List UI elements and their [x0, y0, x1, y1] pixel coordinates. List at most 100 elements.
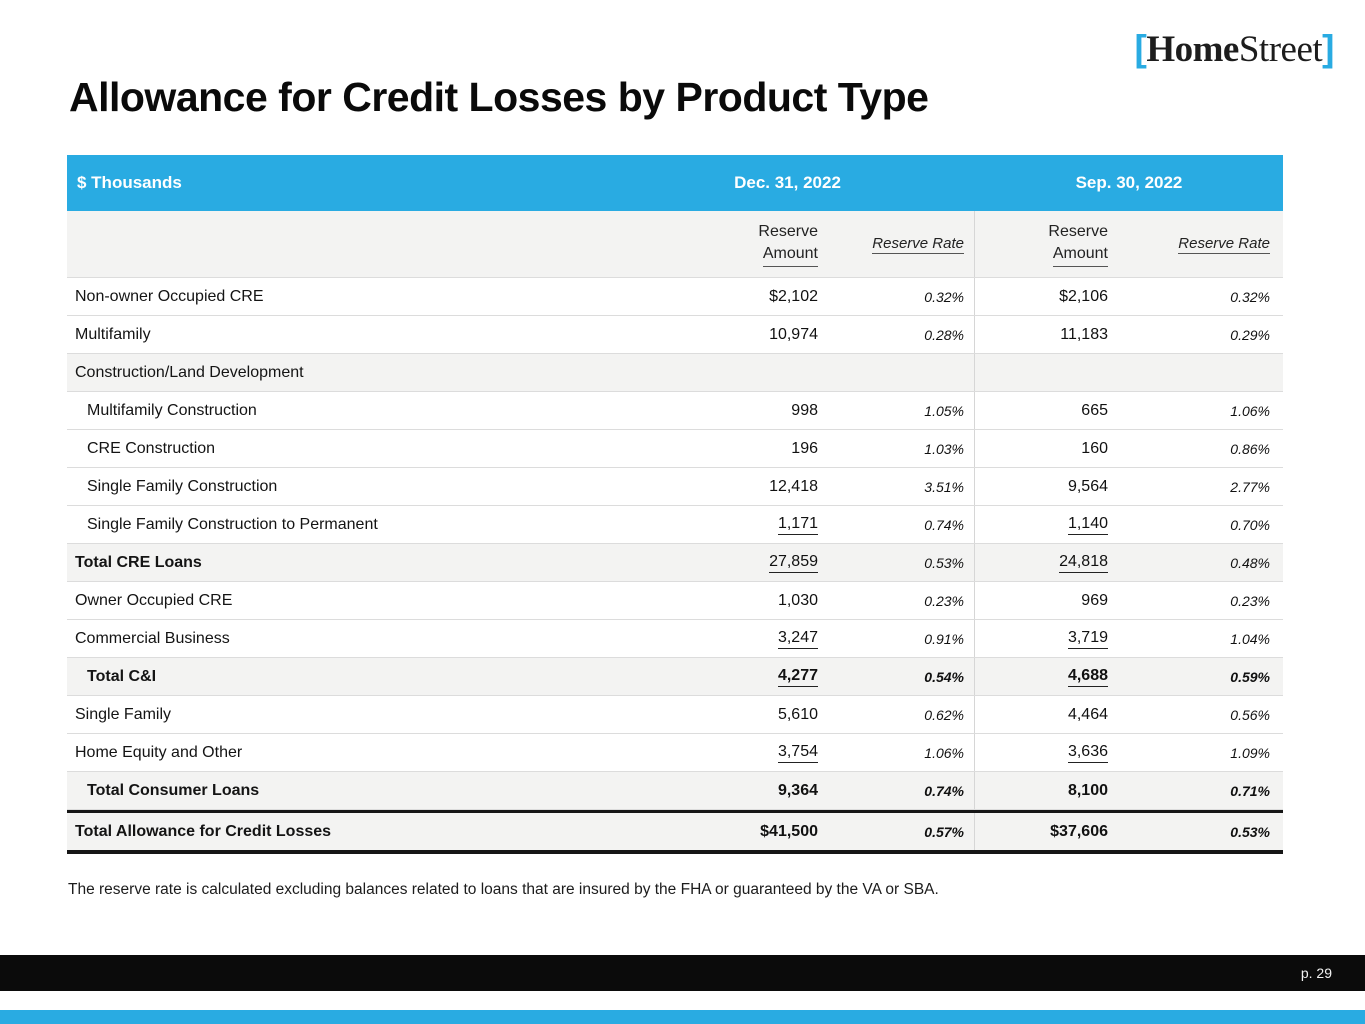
footer-accent-bar — [0, 1010, 1365, 1024]
sep-reserve-rate: 0.48% — [1230, 554, 1270, 571]
sep-reserve-rate: 0.86% — [1230, 440, 1270, 457]
sep-reserve-rate: 0.56% — [1230, 706, 1270, 723]
dec-reserve-rate: 0.54% — [818, 658, 975, 695]
table-row-grand-total: Total Allowance for Credit Losses $41,50… — [67, 810, 1283, 854]
table-row: Multifamily 10,974 0.28% 11,183 0.29% — [67, 316, 1283, 354]
dec-reserve-amount — [600, 354, 818, 391]
dec-reserve-rate: 0.23% — [818, 582, 975, 619]
dec-reserve-rate: 0.91% — [818, 620, 975, 657]
table-row: Non-owner Occupied CRE $2,102 0.32% $2,1… — [67, 278, 1283, 316]
sep-reserve-rate: 1.09% — [1230, 744, 1270, 761]
sep-reserve-rate: 0.59% — [1230, 668, 1270, 685]
footer-bar: p. 29 — [0, 955, 1365, 991]
dec-reserve-amount: 5,610 — [777, 705, 818, 723]
logo-text-home: Home — [1146, 29, 1239, 70]
sep-reserve-rate: 0.23% — [1230, 592, 1270, 609]
dec-reserve-amount: 3,247 — [600, 620, 818, 657]
dec-reserve-rate: 0.74% — [818, 772, 975, 809]
dec-reserve-amount: $41,500 — [760, 822, 818, 840]
sep-reserve-rate: 2.77% — [1230, 478, 1270, 495]
dec-reserve-rate-header: Reserve Rate — [818, 211, 975, 277]
sep-reserve-amount: 665 — [1081, 401, 1108, 419]
table-row: Owner Occupied CRE 1,030 0.23% 969 0.23% — [67, 582, 1283, 620]
dec-reserve-amount: 3,754 — [600, 734, 818, 771]
dec-reserve-rate — [818, 354, 975, 391]
dec-reserve-amount: 27,859 — [600, 544, 818, 581]
logo-text-street: Street — [1238, 29, 1323, 70]
sep-reserve-rate-header: Reserve Rate — [1178, 234, 1270, 254]
dec-reserve-amount: $2,102 — [769, 287, 818, 305]
sep-reserve-amount: 160 — [1081, 439, 1108, 457]
row-label: Owner Occupied CRE — [75, 591, 233, 609]
table-header: $ Thousands Dec. 31, 2022 Sep. 30, 2022 — [67, 155, 1283, 211]
table-row: Single Family 5,610 0.62% 4,464 0.56% — [67, 696, 1283, 734]
sep-reserve-amount-header: Reserve Amount — [975, 211, 1108, 277]
row-label: Total C&I — [87, 667, 157, 685]
sep-reserve-amount: 1,140 — [975, 506, 1108, 543]
dec-reserve-rate: 1.06% — [818, 734, 975, 771]
unit-label: $ Thousands — [77, 173, 182, 192]
sep-reserve-amount: 9,564 — [1067, 477, 1108, 495]
sep-reserve-rate: 0.32% — [1230, 288, 1270, 305]
dec-reserve-amount: 1,030 — [777, 591, 818, 609]
dec-reserve-rate: 1.05% — [818, 392, 975, 429]
dec-reserve-amount: 998 — [791, 401, 818, 419]
sep-reserve-amount — [975, 354, 1108, 391]
dec-reserve-amount: 4,277 — [600, 658, 818, 695]
dec-reserve-rate: 0.57% — [818, 813, 975, 850]
row-label: Commercial Business — [75, 629, 230, 647]
row-label: Multifamily Construction — [87, 401, 257, 419]
dec-reserve-rate: 0.32% — [818, 278, 975, 315]
table-row: Commercial Business 3,247 0.91% 3,719 1.… — [67, 620, 1283, 658]
homestreet-logo: [HomeStreet] — [1135, 28, 1335, 71]
table-row: Single Family Construction to Permanent … — [67, 506, 1283, 544]
dec-reserve-rate: 0.28% — [818, 316, 975, 353]
dec-reserve-rate: 0.62% — [818, 696, 975, 733]
sep-reserve-rate: 0.53% — [1230, 823, 1270, 840]
table-row: CRE Construction 196 1.03% 160 0.86% — [67, 430, 1283, 468]
sep-reserve-rate: 1.04% — [1230, 630, 1270, 647]
row-label: Single Family Construction to Permanent — [87, 515, 378, 533]
sep-reserve-rate — [1108, 354, 1283, 391]
period-sep-2022: Sep. 30, 2022 — [1075, 173, 1183, 192]
dec-reserve-rate: 0.53% — [818, 544, 975, 581]
table-subheader: Reserve Amount Reserve Rate Reserve Amou… — [67, 211, 1283, 278]
sep-reserve-amount: 3,719 — [975, 620, 1108, 657]
table-row-total: Total Consumer Loans 9,364 0.74% 8,100 0… — [67, 772, 1283, 810]
dec-reserve-amount: 1,171 — [600, 506, 818, 543]
row-label: Total Consumer Loans — [87, 781, 260, 799]
row-label: Single Family Construction — [87, 477, 278, 495]
row-label: Non-owner Occupied CRE — [75, 287, 264, 305]
credit-losses-table: $ Thousands Dec. 31, 2022 Sep. 30, 2022 … — [67, 155, 1283, 854]
sep-reserve-amount: 4,464 — [1067, 705, 1108, 723]
dec-reserve-amount: 12,418 — [769, 477, 818, 495]
page-title: Allowance for Credit Losses by Product T… — [69, 74, 929, 120]
row-label: Total Allowance for Credit Losses — [75, 822, 332, 840]
sep-reserve-amount: $37,606 — [1050, 822, 1108, 840]
sep-reserve-amount: 4,688 — [975, 658, 1108, 695]
sep-reserve-amount: $2,106 — [1059, 287, 1108, 305]
dec-reserve-amount: 10,974 — [769, 325, 818, 343]
sep-reserve-rate: 0.70% — [1230, 516, 1270, 533]
row-label: Multifamily — [75, 325, 151, 343]
table-row-total: Total C&I 4,277 0.54% 4,688 0.59% — [67, 658, 1283, 696]
dec-reserve-amount: 196 — [791, 439, 818, 457]
row-label: Total CRE Loans — [75, 553, 202, 571]
logo-open-bracket-icon: [ — [1134, 28, 1147, 69]
row-label: CRE Construction — [87, 439, 216, 457]
row-label: Home Equity and Other — [75, 743, 243, 761]
logo-close-bracket-icon: ] — [1322, 28, 1334, 69]
sep-reserve-amount: 11,183 — [1060, 325, 1108, 343]
sep-reserve-amount: 3,636 — [975, 734, 1108, 771]
footnote: The reserve rate is calculated excluding… — [68, 881, 939, 898]
dec-reserve-amount: 9,364 — [777, 781, 818, 799]
table-row: Single Family Construction 12,418 3.51% … — [67, 468, 1283, 506]
dec-reserve-amount-header: Reserve Amount — [600, 211, 818, 277]
row-label: Construction/Land Development — [75, 363, 304, 381]
sep-reserve-amount: 8,100 — [1067, 781, 1108, 799]
subheader-spacer — [67, 211, 600, 277]
table-row: Home Equity and Other 3,754 1.06% 3,636 … — [67, 734, 1283, 772]
sep-reserve-amount: 969 — [1081, 591, 1108, 609]
table-row-section: Construction/Land Development — [67, 354, 1283, 392]
